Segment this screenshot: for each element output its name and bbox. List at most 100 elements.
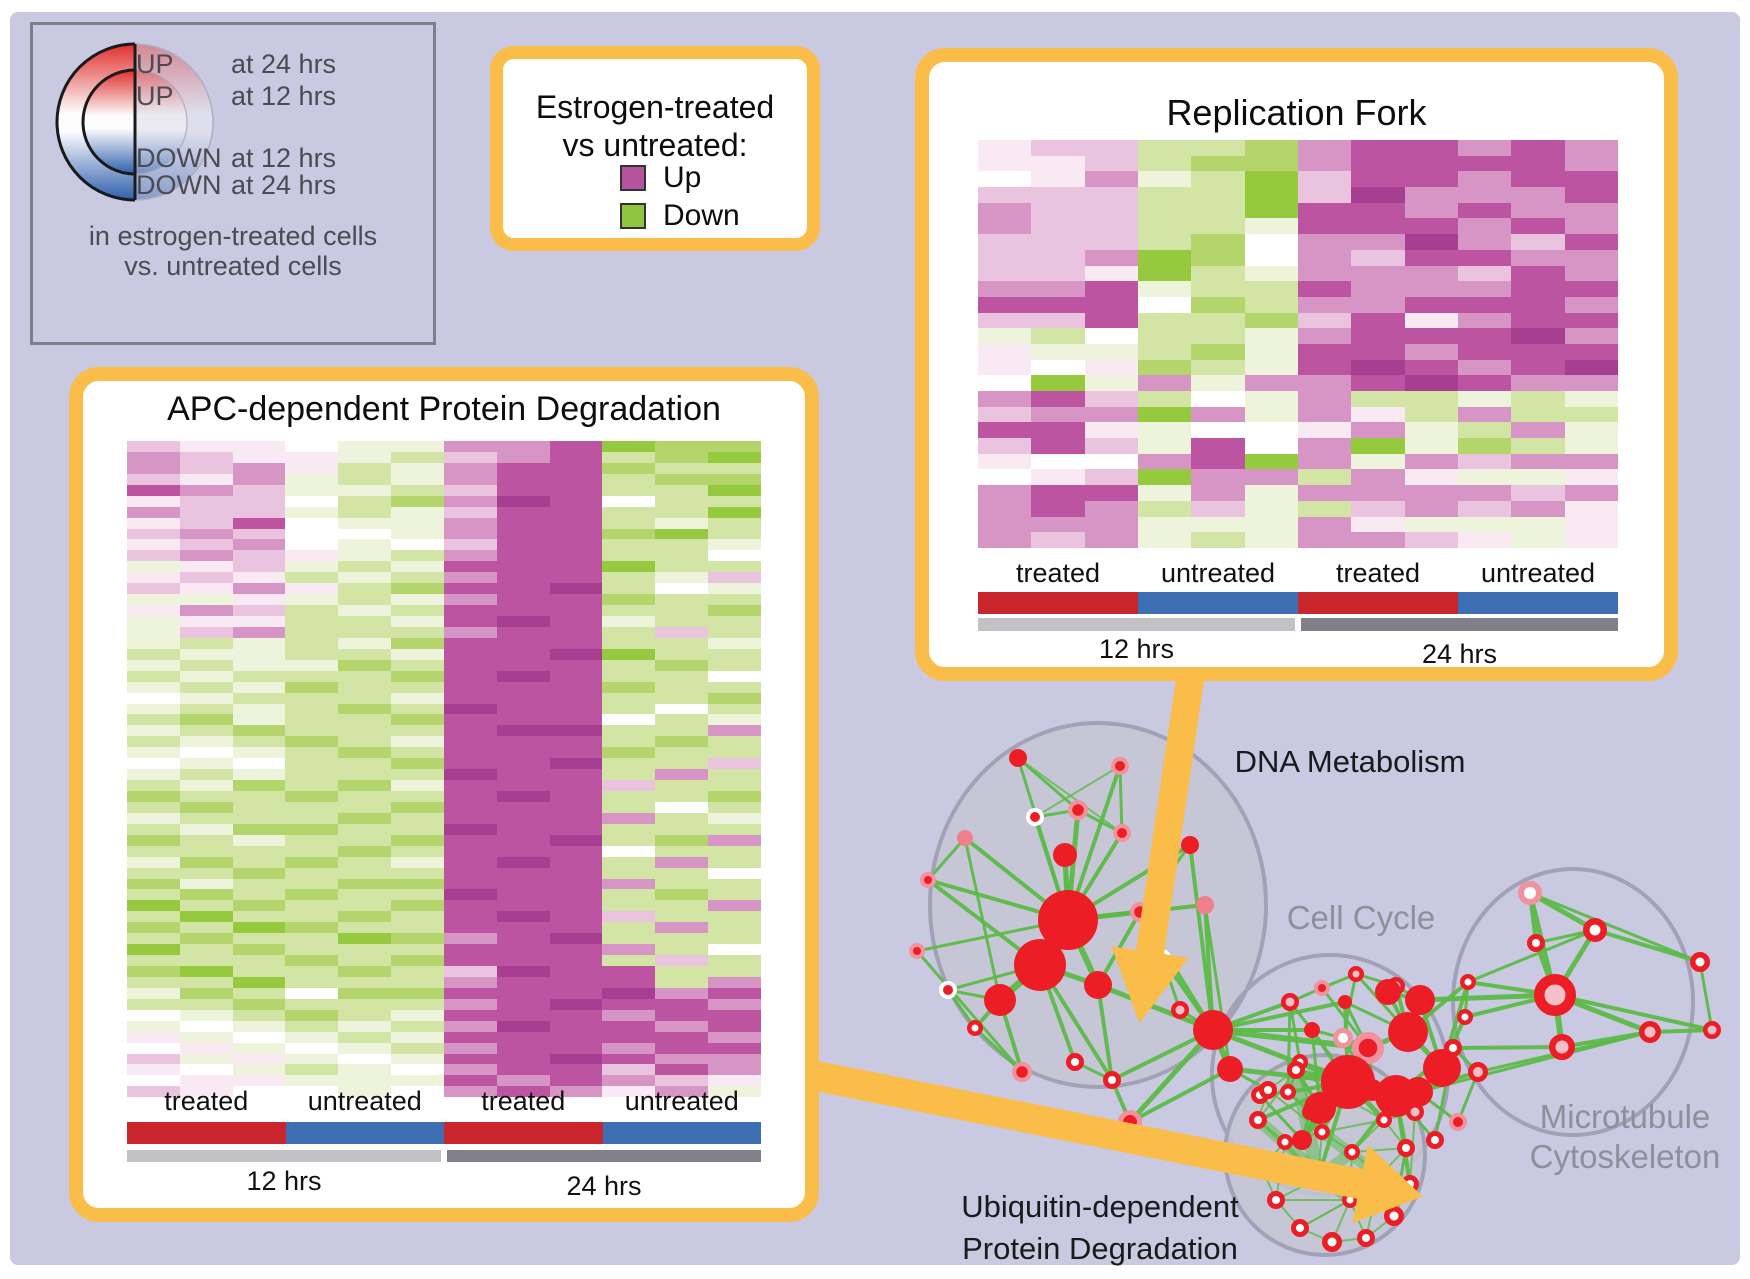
heatmap-cell bbox=[549, 670, 603, 682]
heatmap-cell bbox=[602, 517, 656, 529]
heatmap-cell bbox=[496, 659, 550, 671]
heatmap-cell bbox=[338, 561, 392, 573]
network-node-solid bbox=[1053, 843, 1077, 867]
network-node-wdonut bbox=[1266, 1190, 1285, 1209]
heatmap-cell bbox=[391, 616, 444, 627]
heatmap-cell bbox=[549, 703, 603, 715]
heatmap-cell bbox=[978, 187, 1032, 203]
heatmap-cell bbox=[655, 561, 709, 573]
heatmap-cell bbox=[285, 517, 339, 529]
heatmap-cell bbox=[1511, 359, 1565, 376]
heatmap-cell bbox=[602, 681, 656, 693]
heatmap-cell bbox=[708, 747, 761, 759]
heatmap-cell bbox=[127, 801, 180, 813]
heatmap-cell bbox=[496, 637, 550, 649]
heatmap-cell bbox=[1191, 422, 1245, 439]
heatmap-cell bbox=[232, 955, 286, 966]
heatmap-cell bbox=[443, 1031, 497, 1043]
heatmap-cell bbox=[496, 1042, 550, 1054]
heatmap-cell bbox=[391, 648, 444, 660]
heatmap-cell bbox=[285, 441, 339, 452]
heatmap-cell bbox=[1084, 140, 1138, 156]
heatmap-cell bbox=[1137, 234, 1192, 250]
heatmap-cell bbox=[655, 605, 709, 616]
heatmap-cell bbox=[1457, 438, 1512, 454]
network-node-halo bbox=[1449, 1113, 1467, 1131]
heatmap-cell bbox=[1564, 202, 1618, 219]
heatmap-cell bbox=[1351, 485, 1405, 501]
heatmap-cell bbox=[602, 583, 656, 595]
heatmap-cell bbox=[1244, 469, 1298, 486]
heatmap-cell bbox=[496, 616, 550, 627]
heatmap-cell bbox=[602, 1020, 656, 1032]
network-node-solid bbox=[1304, 1092, 1336, 1124]
heatmap-cell bbox=[179, 856, 233, 868]
heatmap-cell bbox=[179, 791, 233, 802]
heatmap-cell bbox=[1191, 406, 1245, 423]
condition-label-treated-0: treated bbox=[1015, 558, 1101, 588]
network-node-pdonut bbox=[1549, 1034, 1575, 1060]
heatmap-row bbox=[127, 1031, 761, 1043]
heatmap-cell bbox=[1351, 296, 1405, 313]
heatmap-cell bbox=[978, 249, 1032, 266]
heatmap-cell bbox=[1084, 485, 1138, 501]
heatmap-cell bbox=[496, 561, 550, 573]
heatmap-row bbox=[978, 359, 1618, 376]
heatmap-cell bbox=[285, 758, 339, 770]
heatmap-cell bbox=[655, 1042, 709, 1054]
heatmap-cell bbox=[602, 473, 656, 485]
heatmap-cell bbox=[655, 791, 709, 802]
heatmap-cell bbox=[285, 659, 339, 671]
heatmap-cell bbox=[1404, 375, 1458, 391]
heatmap-cell bbox=[1351, 312, 1405, 329]
heatmap-cell bbox=[549, 1042, 603, 1054]
heatmap-cell bbox=[443, 451, 497, 463]
heatmap-row bbox=[978, 155, 1618, 172]
heatmap-row bbox=[978, 453, 1618, 470]
heatmap-cell bbox=[127, 1064, 180, 1076]
heatmap-cell bbox=[1457, 187, 1512, 203]
heatmap-cell bbox=[232, 495, 286, 507]
heatmap-cell bbox=[1244, 516, 1298, 533]
heatmap-cell bbox=[127, 758, 180, 770]
heatmap-cell bbox=[338, 998, 392, 1010]
heatmap-cell bbox=[549, 911, 603, 923]
heatmap-cell bbox=[443, 714, 497, 726]
network-node-wdonut bbox=[1322, 1232, 1342, 1252]
heatmap-cell bbox=[655, 987, 709, 999]
heatmap-cell bbox=[1457, 140, 1512, 156]
heatmap-cell bbox=[1564, 312, 1618, 329]
heatmap-cell bbox=[496, 528, 550, 540]
network-node-pdonut bbox=[1406, 1103, 1424, 1121]
heatmap-cell bbox=[179, 955, 233, 966]
ring-label-dir-3: DOWN bbox=[136, 170, 222, 200]
heatmap-cell bbox=[127, 703, 180, 715]
heatmap-row bbox=[127, 900, 761, 912]
heatmap-cell bbox=[655, 1086, 709, 1098]
heatmap-cell bbox=[1564, 281, 1618, 297]
heatmap-cell bbox=[232, 637, 286, 649]
heatmap-cell bbox=[1137, 422, 1192, 439]
heatmap-cell bbox=[549, 714, 603, 726]
network-edge bbox=[1188, 844, 1215, 1031]
heatmap-cell bbox=[232, 1075, 286, 1087]
heatmap-cell bbox=[1457, 359, 1512, 376]
heatmap-cell bbox=[549, 769, 603, 781]
heatmap-cell bbox=[127, 900, 180, 912]
heatmap-cell bbox=[443, 966, 497, 977]
heatmap-row bbox=[127, 922, 761, 934]
network-edge bbox=[1467, 928, 1596, 984]
heatmap-cell bbox=[1297, 140, 1352, 156]
heatmap-cell bbox=[602, 998, 656, 1010]
heatmap-cell bbox=[1351, 438, 1405, 454]
heatmap-cell bbox=[602, 878, 656, 890]
heatmap-row bbox=[127, 987, 761, 999]
heatmap-cell bbox=[127, 1053, 180, 1065]
heatmap-cell bbox=[978, 485, 1032, 501]
heatmap-cell bbox=[1191, 391, 1245, 407]
heatmap-row bbox=[127, 878, 761, 890]
heatmap-cell bbox=[602, 528, 656, 540]
heatmap-cell bbox=[1511, 391, 1565, 407]
heatmap-row bbox=[978, 281, 1618, 297]
heatmap-cell bbox=[1031, 218, 1085, 235]
